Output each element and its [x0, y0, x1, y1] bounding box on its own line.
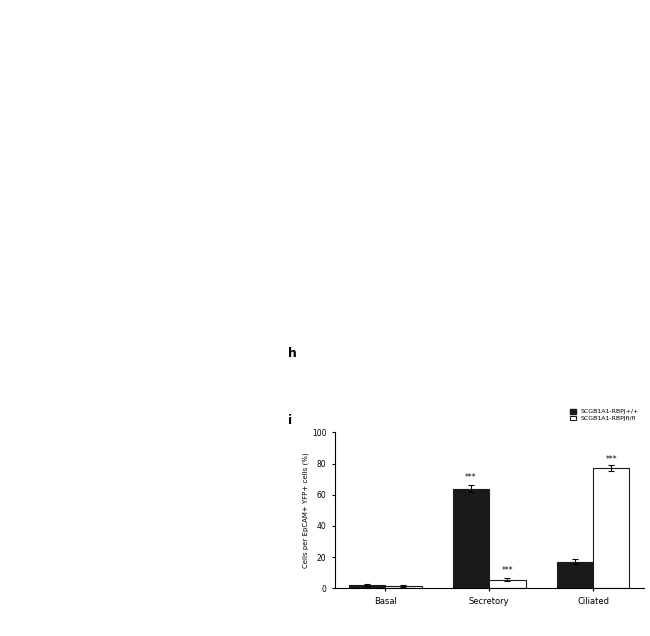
Y-axis label: Cells per EpCAM+ YFP+ cells (%): Cells per EpCAM+ YFP+ cells (%) [303, 453, 309, 568]
Bar [385, 586, 422, 588]
Bar [556, 562, 593, 588]
Bar [593, 468, 629, 588]
Text: h: h [289, 347, 297, 360]
Text: ***: *** [502, 567, 513, 576]
Bar [349, 585, 385, 588]
Text: ***: *** [465, 473, 476, 482]
Bar [453, 488, 489, 588]
Bar [489, 580, 525, 588]
Text: ***: *** [605, 455, 617, 464]
Text: i: i [289, 414, 292, 427]
Legend: SCGB1A1-RBPJ+/+, SCGB1A1-RBPJfl/fl: SCGB1A1-RBPJ+/+, SCGB1A1-RBPJfl/fl [568, 408, 640, 422]
